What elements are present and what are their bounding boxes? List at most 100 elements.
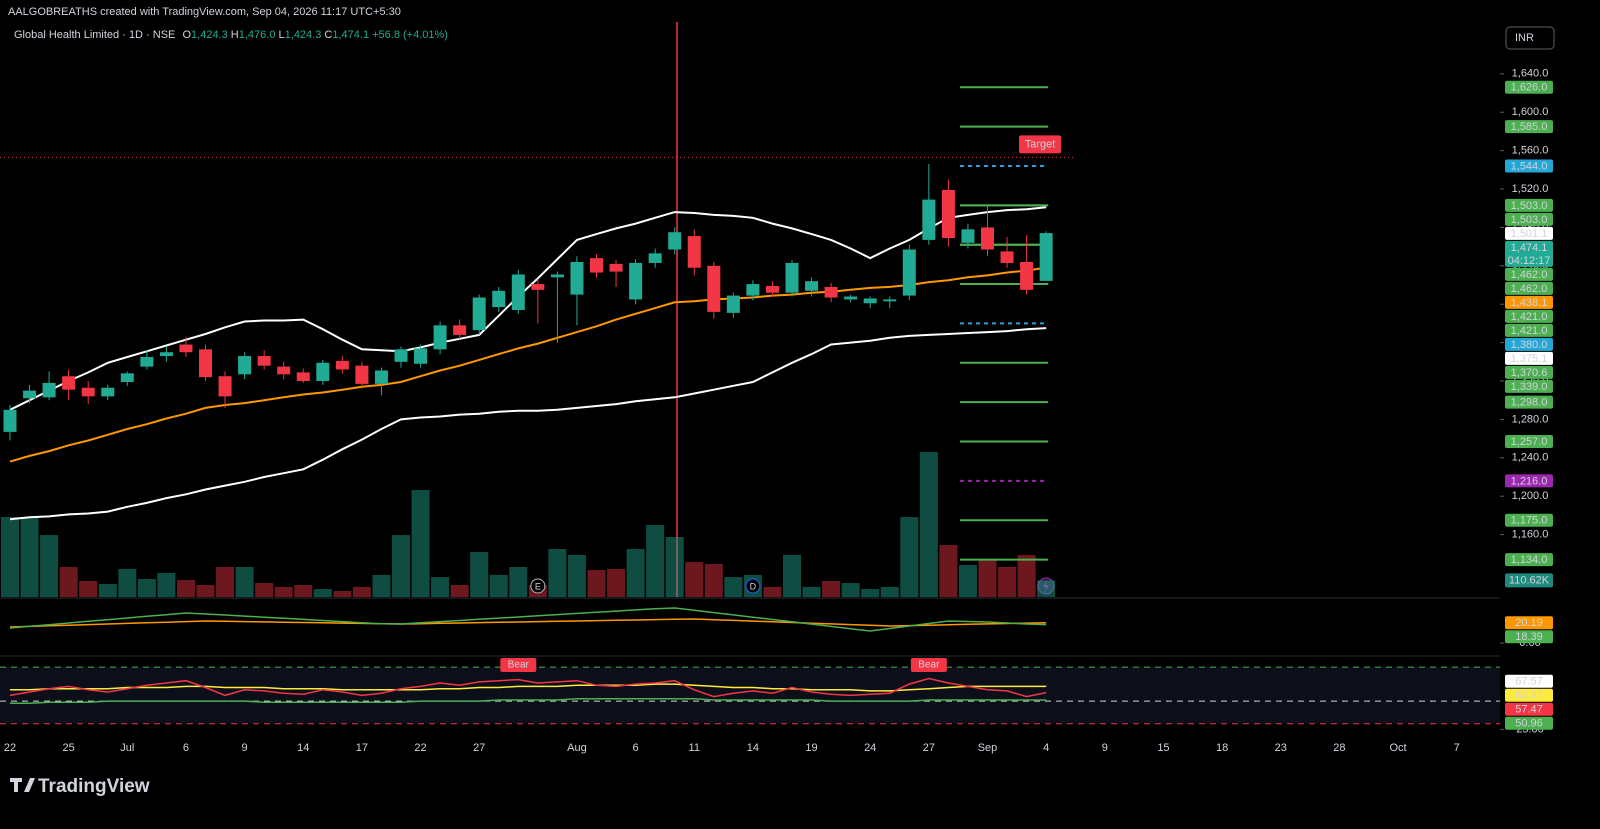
x-tick-label: 24 [864,742,876,754]
price-label-box [1505,474,1553,488]
currency-button[interactable] [1505,26,1555,50]
target-box [1019,135,1061,154]
x-tick-label: 22 [4,742,16,754]
candle-body [902,249,916,296]
volume-bar [98,583,117,597]
candle-body [785,262,799,293]
y-tick-label: 1,280.0 [1512,413,1549,425]
price-label: 1,585.0 [1511,121,1548,133]
oscillator-line [9,677,1047,698]
axis: 1,640.01,600.01,560.01,520.01,480.01,440… [4,68,1553,754]
volume-bar [978,559,997,597]
volume-bar [900,517,919,597]
lightning-icon [1037,577,1055,595]
candle-body [3,409,17,432]
x-tick-label: 27 [923,742,935,754]
price-label-box [1505,80,1553,94]
logo-icon [10,778,35,792]
volume-bar [607,568,626,597]
volume-bar [567,555,586,597]
x-tick-label: 14 [297,742,309,754]
signal-box [910,658,947,672]
legend: Global Health Limited · 1D · NSE O1,424.… [14,29,448,41]
volume-bar [1037,580,1056,597]
price-label-box [1505,630,1553,644]
candle-body [238,356,252,375]
price-label: 1,339.0 [1511,381,1548,393]
volume-bar [333,591,352,597]
candle-body [159,352,173,357]
volume-bar [79,580,98,597]
signal-label: Bear [508,660,530,671]
candle-body [374,370,388,384]
price-label: 62.97 [1515,690,1543,702]
price-label-box [1505,688,1553,702]
candle-body [277,366,291,375]
price-label: 1,375.1 [1511,353,1548,365]
candle-body [23,390,37,399]
ohlc-key: L [279,29,285,41]
event-marker [745,578,761,594]
price-label-box [1505,616,1553,630]
volume-bar [822,580,841,597]
currency[interactable]: INR [1515,32,1534,44]
ohlc-key: H [231,29,239,41]
level-band [0,667,1500,724]
oscillator-line [10,683,1047,692]
candle-body [140,357,154,367]
volume-bar [313,589,332,597]
price-label: 1,257.0 [1511,436,1548,448]
candle-body [296,372,310,382]
candle-body [687,236,701,268]
volume-bar [294,585,313,597]
volume-bar [802,586,821,597]
candle-body [81,387,95,397]
price-label: 1,421.0 [1511,311,1548,323]
x-tick-label: 18 [1216,742,1228,754]
overlay-line [9,327,1047,521]
price-label: 1,216.0 [1511,475,1548,487]
price-label-box [1505,365,1553,379]
x-tick-label: 23 [1275,742,1287,754]
price-label: 1,421.0 [1511,325,1548,337]
price-label-box [1505,309,1553,323]
candle-body [609,263,623,272]
candle-body [629,262,643,300]
volume-bar [861,589,880,597]
x-tick-label: 4 [1043,742,1049,754]
price-label-box [1505,553,1553,567]
volume-label: 110.62K [1509,574,1550,586]
price-label: 20.19 [1515,617,1543,629]
candle-body [355,365,369,384]
volume-bar [216,567,235,597]
price-label-box [1505,434,1553,448]
candle-body [824,286,838,298]
change: +56.8 (+4.01%) [372,29,448,41]
candle-body [648,253,662,263]
price-label-box [1505,337,1553,351]
candle-body [590,258,603,273]
volume-bar [704,564,723,597]
price-label: 1,501.1 [1511,228,1548,240]
volume-bar [1,517,19,597]
candle-body [844,296,858,300]
x-tick-label: 6 [183,742,189,754]
volume-bar [685,562,704,597]
x-tick-label: Oct [1389,742,1406,754]
candle-body [492,290,506,308]
price-label-box [1505,513,1553,527]
price-label-box [1505,281,1553,295]
plot: Target E D Bear Bear [0,86,1500,725]
oscillator-line [9,618,1047,628]
price-label: 1,438.1 [1511,297,1548,309]
volume-bar [783,555,801,597]
price-label-box [1505,716,1553,730]
y-tick-label: 1,200.0 [1512,490,1549,502]
volume-bar [919,451,938,597]
candle-body [199,349,212,378]
volume-bar [59,567,78,597]
signal-box [500,658,537,672]
volume-bar [939,544,958,597]
